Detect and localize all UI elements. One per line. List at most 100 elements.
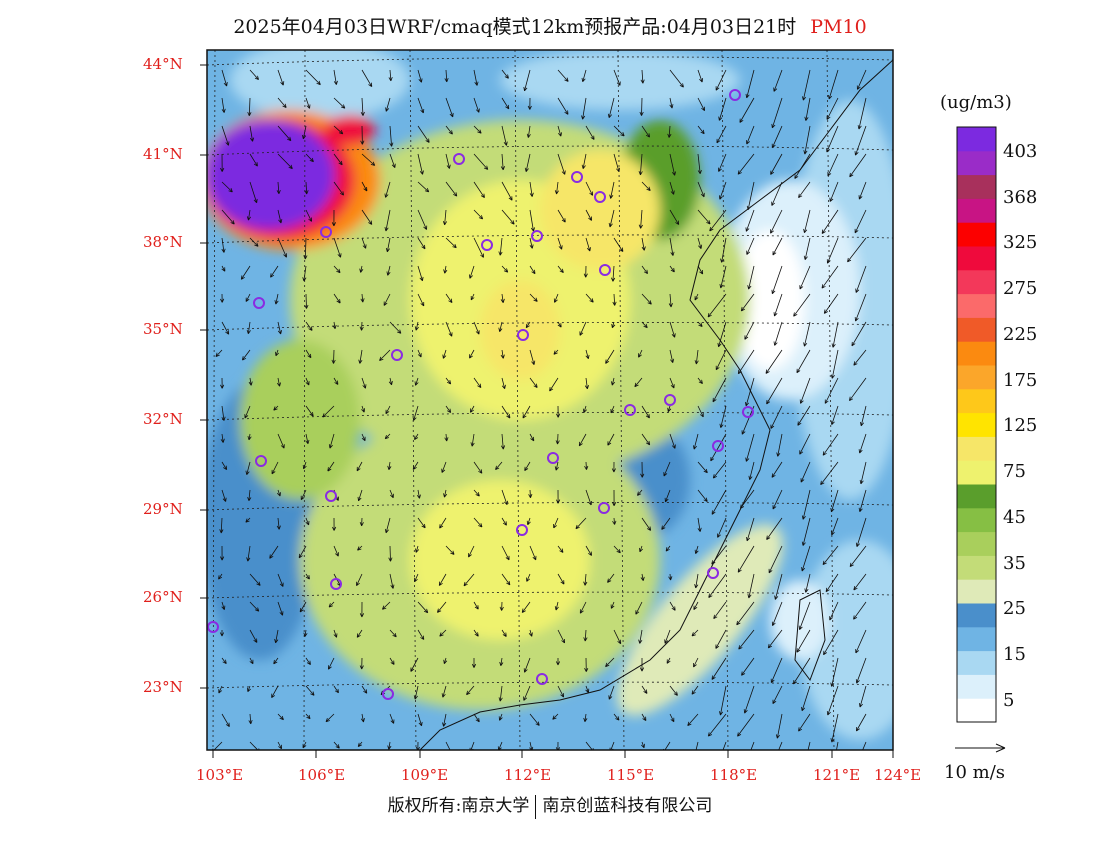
concentration-field xyxy=(207,50,893,750)
wind-arrow xyxy=(778,741,783,750)
wind-arrow xyxy=(639,658,645,672)
wind-arrow xyxy=(575,517,587,530)
wind-vectors xyxy=(212,69,867,750)
wind-arrow xyxy=(221,181,233,193)
wind-arrow xyxy=(750,741,755,750)
lon-label-109: 109°E xyxy=(401,766,449,784)
wind-arrow xyxy=(501,181,513,201)
wind-arrow xyxy=(855,265,867,293)
wind-arrow xyxy=(697,489,708,502)
wind-arrow xyxy=(579,601,587,614)
wind-arrow xyxy=(793,293,811,317)
wind-arrow xyxy=(445,741,451,750)
wind-arrow xyxy=(862,741,867,750)
wind-arrow xyxy=(501,573,511,586)
wind-arrow xyxy=(669,349,675,363)
wind-arrow xyxy=(697,405,704,418)
station-circle xyxy=(207,621,219,633)
wind-arrow xyxy=(585,741,594,750)
wind-arrow xyxy=(556,405,561,418)
wind-arrow xyxy=(388,545,393,562)
wind-arrow xyxy=(797,405,811,426)
wind-arrow xyxy=(830,349,839,379)
wind-arrow xyxy=(360,713,365,723)
wind-arrow xyxy=(823,629,839,656)
wind-arrow xyxy=(274,293,279,305)
wind-arrow xyxy=(664,629,671,644)
wind-arrow xyxy=(473,601,479,610)
wind-arrow xyxy=(466,685,475,696)
lon-label-103: 103°E xyxy=(196,766,244,784)
wind-arrow xyxy=(417,181,430,193)
wind-arrow xyxy=(807,741,811,750)
wind-arrow xyxy=(709,209,727,232)
lat-label-32: 32°N xyxy=(143,410,183,428)
wind-arrow xyxy=(277,209,283,224)
wind-arrow xyxy=(361,69,373,88)
wind-arrow xyxy=(641,293,652,305)
wind-arrow xyxy=(666,657,671,664)
colorbar-label-325: 325 xyxy=(1003,232,1038,253)
wind-arrow xyxy=(799,265,811,290)
wind-arrow xyxy=(305,321,313,331)
wind-arrow xyxy=(669,97,674,109)
wind-arrow xyxy=(771,601,783,626)
wind-arrow xyxy=(441,685,447,698)
wind-arrow xyxy=(302,741,307,749)
wind-arrow xyxy=(804,97,811,121)
wind-arrow xyxy=(821,265,839,289)
wind-arrow xyxy=(635,601,643,615)
wind-arrow xyxy=(713,601,727,620)
vector-legend-arrow xyxy=(955,743,1006,753)
wind-arrow xyxy=(613,545,621,554)
wind-arrow xyxy=(221,321,230,335)
station-circle xyxy=(531,230,543,242)
lon-label-124: 124°E xyxy=(874,766,922,784)
wind-arrow xyxy=(244,405,251,419)
wind-arrow xyxy=(333,629,338,638)
station-circle xyxy=(320,226,332,238)
wind-arrow xyxy=(304,293,309,309)
colorbar-label-403: 403 xyxy=(1003,141,1038,162)
wind-arrow xyxy=(668,293,673,308)
wind-arrow xyxy=(854,125,867,156)
wind-arrow xyxy=(361,377,367,389)
wind-arrow xyxy=(802,69,811,101)
colorbar-label-225: 225 xyxy=(1003,324,1038,345)
wind-arrow xyxy=(277,713,284,721)
wind-arrow xyxy=(693,601,699,611)
wind-arrow xyxy=(220,377,225,389)
wind-arrow xyxy=(277,125,292,142)
colorbar-swatch xyxy=(957,603,996,628)
wind-arrow xyxy=(583,629,588,642)
wind-arrow xyxy=(389,321,402,334)
wind-arrow xyxy=(218,573,223,580)
wind-arrow xyxy=(501,405,511,419)
wind-arrow xyxy=(775,713,783,739)
wind-arrow xyxy=(333,153,343,166)
wind-arrow xyxy=(445,237,457,249)
wind-arrow xyxy=(444,69,449,83)
wind-arrow xyxy=(444,433,449,442)
wind-arrow xyxy=(664,489,671,503)
wind-arrow xyxy=(640,573,645,581)
wind-arrow xyxy=(771,125,783,149)
wind-arrow xyxy=(526,517,531,526)
colorbar-swatch xyxy=(957,531,996,556)
wind-arrow xyxy=(299,601,307,613)
wind-arrow xyxy=(640,461,645,478)
wind-arrow xyxy=(738,629,755,650)
station-circle xyxy=(330,578,342,590)
wind-arrow xyxy=(857,97,867,130)
wind-arrow xyxy=(743,685,755,714)
wind-arrow xyxy=(799,377,811,404)
wind-arrow xyxy=(557,153,566,175)
wind-arrow xyxy=(585,685,590,693)
wind-arrow xyxy=(634,377,643,388)
wind-arrow xyxy=(470,405,475,413)
wind-arrow xyxy=(333,685,339,694)
wind-arrow xyxy=(248,377,253,386)
wind-arrow xyxy=(609,181,615,199)
wind-arrow xyxy=(473,153,489,170)
